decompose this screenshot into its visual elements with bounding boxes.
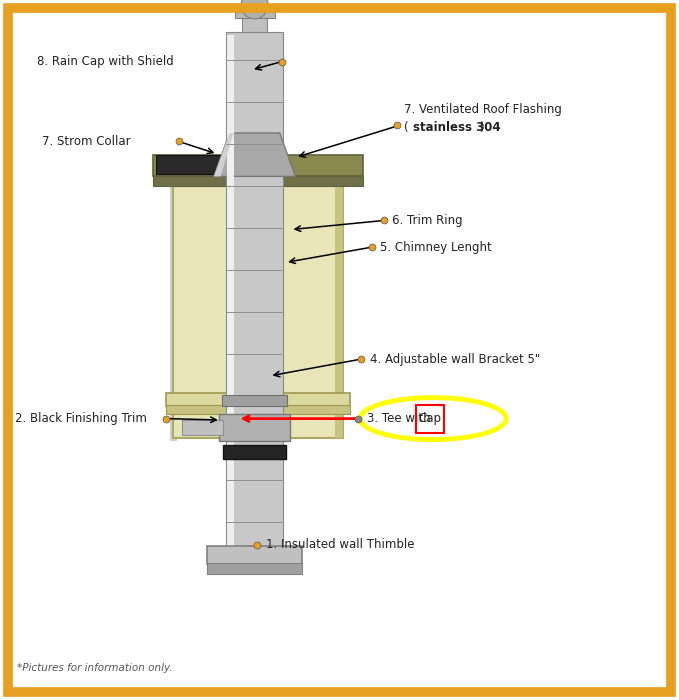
FancyBboxPatch shape bbox=[223, 445, 286, 459]
FancyBboxPatch shape bbox=[242, 16, 268, 32]
FancyBboxPatch shape bbox=[173, 168, 343, 438]
FancyBboxPatch shape bbox=[222, 395, 287, 406]
Text: Cap: Cap bbox=[418, 412, 441, 425]
FancyBboxPatch shape bbox=[207, 563, 302, 574]
Text: 8. Rain Cap with Shield: 8. Rain Cap with Shield bbox=[37, 55, 174, 68]
Text: stainless 304: stainless 304 bbox=[413, 121, 500, 134]
Text: 2. Black Finishing Trim: 2. Black Finishing Trim bbox=[15, 412, 147, 425]
Text: 6. Trim Ring: 6. Trim Ring bbox=[392, 214, 463, 227]
Text: (: ( bbox=[404, 121, 409, 134]
FancyBboxPatch shape bbox=[226, 32, 283, 564]
Polygon shape bbox=[214, 133, 234, 176]
FancyBboxPatch shape bbox=[166, 393, 350, 406]
FancyBboxPatch shape bbox=[153, 155, 363, 176]
FancyBboxPatch shape bbox=[219, 414, 290, 441]
Text: ): ) bbox=[479, 121, 483, 134]
FancyBboxPatch shape bbox=[182, 420, 223, 435]
Text: 7. Ventilated Roof Flashing: 7. Ventilated Roof Flashing bbox=[404, 102, 562, 116]
Text: 7. Strom Collar: 7. Strom Collar bbox=[42, 135, 131, 148]
Text: 3. Tee with: 3. Tee with bbox=[367, 412, 435, 425]
Text: 4. Adjustable wall Bracket 5": 4. Adjustable wall Bracket 5" bbox=[370, 353, 540, 365]
FancyBboxPatch shape bbox=[335, 168, 343, 438]
Text: *Pictures for information only.: *Pictures for information only. bbox=[17, 664, 172, 673]
FancyBboxPatch shape bbox=[166, 405, 350, 414]
FancyBboxPatch shape bbox=[153, 176, 363, 186]
FancyBboxPatch shape bbox=[170, 164, 177, 441]
FancyBboxPatch shape bbox=[227, 35, 234, 560]
Text: 1. Insulated wall Thimble: 1. Insulated wall Thimble bbox=[266, 538, 415, 551]
FancyBboxPatch shape bbox=[207, 546, 302, 564]
Polygon shape bbox=[214, 133, 295, 176]
FancyBboxPatch shape bbox=[156, 155, 287, 174]
Circle shape bbox=[241, 0, 268, 19]
FancyBboxPatch shape bbox=[235, 12, 274, 18]
Text: 5. Chimney Lenght: 5. Chimney Lenght bbox=[380, 241, 492, 253]
FancyBboxPatch shape bbox=[273, 32, 283, 564]
